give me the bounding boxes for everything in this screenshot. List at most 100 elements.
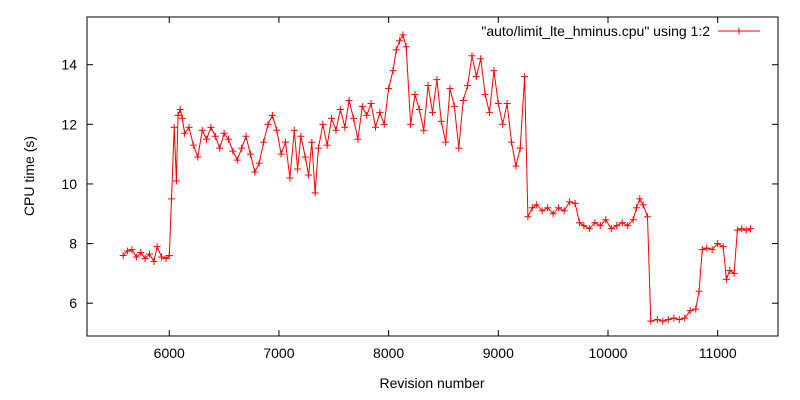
data-point-26 — [216, 144, 224, 152]
data-point-132 — [692, 305, 700, 313]
data-point-71 — [402, 43, 410, 51]
data-point-104 — [549, 210, 557, 218]
data-point-138 — [719, 243, 727, 251]
data-point-111 — [585, 225, 593, 233]
x-tick-label-0: 6000 — [154, 345, 185, 361]
x-tick-label-4: 10000 — [589, 345, 628, 361]
data-point-87 — [472, 73, 480, 81]
data-point-61 — [363, 111, 371, 119]
data-point-89 — [481, 91, 489, 99]
data-point-7 — [150, 257, 158, 265]
data-point-62 — [367, 99, 375, 107]
data-point-85 — [464, 82, 472, 90]
data-point-28 — [224, 135, 232, 143]
data-point-109 — [575, 219, 583, 227]
data-point-13 — [170, 123, 178, 131]
x-tick-label-3: 9000 — [483, 345, 514, 361]
data-point-23 — [203, 135, 211, 143]
data-point-73 — [411, 91, 419, 99]
data-point-53 — [328, 114, 336, 122]
data-point-116 — [613, 222, 621, 230]
data-point-0 — [119, 252, 127, 260]
data-point-63 — [371, 123, 379, 131]
data-point-121 — [636, 195, 644, 203]
data-point-30 — [233, 156, 241, 164]
y-axis-label: CPU time (s) — [21, 136, 37, 216]
data-point-117 — [618, 219, 626, 227]
data-point-123 — [643, 213, 651, 221]
data-point-92 — [494, 99, 502, 107]
data-point-90 — [486, 108, 494, 116]
data-point-143 — [738, 225, 746, 233]
data-point-34 — [251, 168, 259, 176]
data-point-15 — [174, 111, 182, 119]
data-point-133 — [695, 287, 703, 295]
legend: "auto/limit_lte_hminus.cpu" using 1:2 — [481, 23, 760, 39]
data-point-54 — [332, 126, 340, 134]
data-point-77 — [429, 108, 436, 116]
data-point-8 — [153, 243, 161, 251]
data-point-119 — [629, 216, 637, 224]
data-point-140 — [726, 266, 734, 274]
data-point-5 — [141, 254, 149, 262]
data-point-64 — [376, 108, 384, 116]
data-point-83 — [455, 144, 463, 152]
data-point-69 — [396, 37, 404, 45]
data-point-24 — [207, 123, 215, 131]
data-point-139 — [722, 275, 730, 283]
data-point-60 — [358, 102, 366, 110]
data-point-76 — [424, 82, 432, 90]
data-point-115 — [607, 225, 615, 233]
data-point-98 — [521, 73, 529, 81]
series-layer — [119, 31, 755, 325]
data-point-142 — [733, 226, 741, 234]
data-point-36 — [260, 138, 268, 146]
data-point-32 — [242, 132, 250, 140]
data-point-145 — [747, 225, 755, 233]
data-point-59 — [354, 135, 362, 143]
data-point-101 — [533, 201, 541, 209]
data-point-6 — [146, 250, 154, 258]
data-point-52 — [323, 141, 331, 149]
data-point-81 — [446, 85, 454, 93]
data-point-68 — [392, 46, 400, 54]
data-point-114 — [602, 216, 610, 224]
data-point-84 — [459, 96, 467, 104]
data-point-118 — [624, 222, 632, 230]
data-point-95 — [507, 138, 515, 146]
data-point-33 — [246, 150, 254, 158]
data-point-47 — [305, 171, 313, 179]
data-point-44 — [294, 165, 302, 173]
series-line — [122, 33, 751, 322]
data-point-100 — [528, 204, 536, 212]
data-point-120 — [633, 204, 641, 212]
data-point-124 — [647, 317, 655, 325]
data-point-134 — [698, 246, 706, 254]
y-tick-label-3: 12 — [61, 116, 77, 132]
data-point-97 — [516, 144, 524, 152]
data-point-96 — [512, 162, 520, 170]
data-point-55 — [336, 105, 344, 113]
data-point-79 — [437, 117, 445, 125]
data-point-16 — [176, 105, 184, 113]
data-point-35 — [255, 159, 263, 167]
legend-marker-plus — [735, 27, 743, 35]
data-point-20 — [189, 141, 197, 149]
data-point-80 — [442, 138, 450, 146]
data-point-113 — [596, 222, 604, 230]
data-point-41 — [282, 138, 290, 146]
data-point-51 — [319, 120, 327, 128]
data-point-66 — [385, 85, 393, 93]
data-point-56 — [341, 123, 349, 131]
data-point-14 — [172, 177, 180, 185]
data-point-107 — [566, 198, 574, 206]
data-point-126 — [659, 317, 667, 325]
data-point-127 — [664, 316, 672, 324]
data-point-82 — [450, 102, 458, 110]
data-point-19 — [185, 123, 193, 131]
data-point-93 — [499, 120, 507, 128]
data-point-39 — [273, 126, 281, 134]
data-point-31 — [238, 144, 246, 152]
data-point-29 — [229, 147, 237, 155]
